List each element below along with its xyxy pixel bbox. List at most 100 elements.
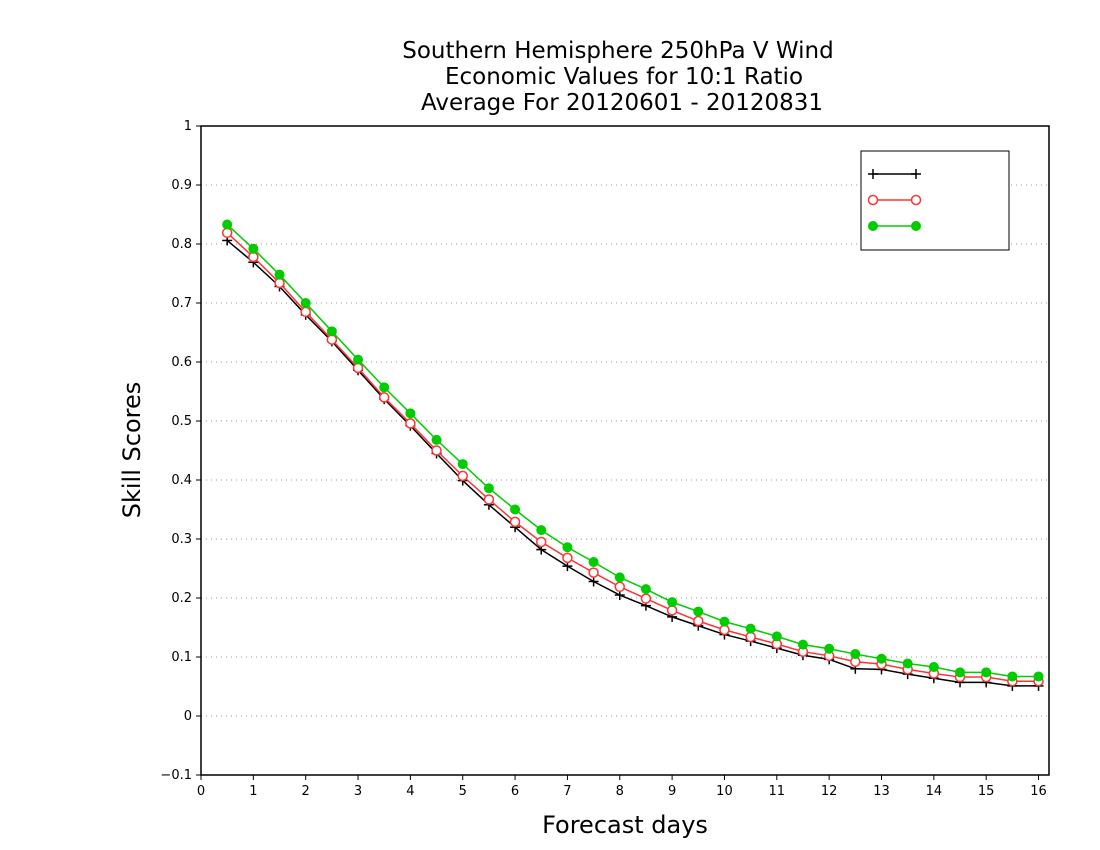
series-3-point <box>405 408 416 419</box>
series-2-point <box>509 516 521 528</box>
series-2 <box>221 227 1044 687</box>
legend-marker <box>910 194 922 206</box>
y-tick-label: 0.8 <box>171 237 192 252</box>
series-3-point <box>614 572 625 583</box>
series-3-point <box>326 326 337 337</box>
series-3-point <box>640 584 651 595</box>
series-2-point <box>457 470 468 482</box>
x-tick-label: 4 <box>406 784 414 799</box>
series-3-point <box>379 382 390 393</box>
series-3-point <box>928 662 939 673</box>
series-2-point <box>719 624 730 636</box>
series-3-point <box>300 298 311 308</box>
y-tick-label: 0.9 <box>171 178 192 193</box>
x-tick-label: 13 <box>873 784 890 799</box>
series-3-point <box>483 483 494 494</box>
series-2-point <box>483 494 495 505</box>
x-tick-label: 7 <box>563 784 571 799</box>
series-2-point <box>614 581 626 593</box>
legend <box>860 150 1010 251</box>
x-tick-label: 3 <box>354 784 362 799</box>
series-3-point <box>719 616 730 627</box>
gridlines <box>201 184 1049 717</box>
y-tick-label: 0.4 <box>171 473 192 488</box>
series-2-point <box>378 392 390 403</box>
series-2-point <box>405 418 416 429</box>
series-3-point <box>562 542 573 553</box>
x-tick-label: 5 <box>459 784 467 799</box>
series-3-point <box>667 597 678 608</box>
legend-marker <box>867 194 879 206</box>
series-2-line <box>226 232 1039 682</box>
x-tick-label: 12 <box>821 784 838 799</box>
series-3-point <box>771 631 782 642</box>
axis-ticks: −0.100.10.20.30.40.50.60.70.80.910 1 2 3 4 5 6… <box>160 119 1046 799</box>
y-tick-label: 0 <box>184 709 192 724</box>
series-3-point <box>222 219 233 230</box>
series-3-point <box>850 649 861 660</box>
series-2-point <box>693 615 704 627</box>
legend-marker <box>868 169 878 179</box>
series-3-point <box>457 459 468 470</box>
series-3-point <box>248 243 259 254</box>
series-2-point <box>300 306 311 318</box>
legend-item-1 <box>868 169 921 179</box>
series-2-point <box>352 362 364 374</box>
y-tick-label: 0.7 <box>171 296 192 311</box>
chart-title-line-2: Economic Values for 10:1 Ratio <box>445 64 803 90</box>
legend-item-2 <box>867 194 922 206</box>
series-3 <box>222 219 1044 682</box>
x-tick-label: 10 <box>716 784 733 799</box>
x-tick-label: 6 <box>511 784 519 799</box>
y-tick-label: 0.6 <box>171 355 192 370</box>
series-1-point <box>588 576 599 587</box>
series-2-point <box>640 593 652 604</box>
legend-marker <box>911 221 921 231</box>
x-tick-label: 14 <box>926 784 943 799</box>
series-3-point <box>353 354 364 365</box>
series-3-point <box>824 643 835 654</box>
x-tick-label: 11 <box>769 784 786 799</box>
y-tick-label: 0.5 <box>171 414 192 429</box>
series-2-point <box>535 536 547 548</box>
series-2-point <box>221 227 233 239</box>
series-2-point <box>431 445 442 456</box>
series-3-point <box>510 504 521 515</box>
x-tick-label: 1 <box>249 784 257 799</box>
series-3-point <box>1033 671 1044 682</box>
series-3-point <box>1007 671 1018 682</box>
x-tick-label: 16 <box>1030 784 1047 799</box>
series-3-point <box>745 623 756 634</box>
series-3-point <box>797 639 808 650</box>
legend-item-3 <box>868 221 921 231</box>
series-3-point <box>876 653 887 664</box>
y-tick-label: 1 <box>184 119 192 134</box>
series-3-point <box>902 658 913 669</box>
series-2-point <box>326 334 338 345</box>
chart-title-line-3: Average For 20120601 - 20120831 <box>421 90 823 116</box>
x-axis-label: Forecast days <box>542 811 708 839</box>
series-2-point <box>666 605 678 616</box>
series-3-point <box>431 434 442 445</box>
series-2-point <box>588 567 599 578</box>
series-3-point <box>536 525 547 536</box>
y-tick-label: 0.1 <box>171 650 192 665</box>
y-tick-label: 0.2 <box>171 591 192 606</box>
series-2-point <box>562 552 573 564</box>
series-2-point <box>745 631 756 643</box>
x-tick-label: 9 <box>668 784 676 799</box>
x-tick-label: 0 <box>197 784 205 799</box>
series-3-line <box>226 223 1039 678</box>
y-tick-label: 0.3 <box>171 532 192 547</box>
series-3-point <box>588 557 599 568</box>
legend-marker <box>868 221 878 231</box>
series-3-point <box>981 667 992 678</box>
y-tick-label: −0.1 <box>160 768 192 783</box>
series-3-point <box>274 269 285 280</box>
chart-title-line-1: Southern Hemisphere 250hPa V Wind <box>402 38 833 64</box>
legend-marker <box>911 169 921 179</box>
series-2-point <box>248 251 259 263</box>
chart-title: Southern Hemisphere 250hPa V Wind Econom… <box>402 38 833 116</box>
x-tick-label: 8 <box>616 784 624 799</box>
